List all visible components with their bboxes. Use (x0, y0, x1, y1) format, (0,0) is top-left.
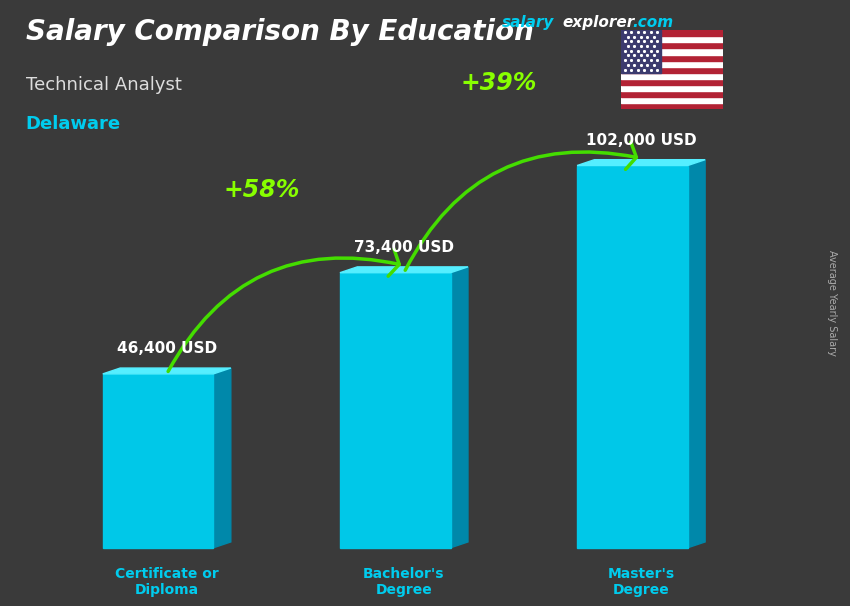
Bar (620, 67, 722, 73)
Polygon shape (577, 160, 706, 165)
Bar (620, 30, 722, 36)
Bar (620, 55, 722, 61)
Text: Delaware: Delaware (26, 115, 121, 133)
Text: +39%: +39% (461, 71, 537, 95)
Text: Bachelor's
Degree: Bachelor's Degree (363, 567, 445, 598)
Polygon shape (213, 368, 231, 548)
Text: salary: salary (502, 15, 554, 30)
Bar (620, 48, 722, 55)
Polygon shape (688, 160, 706, 548)
Text: explorer: explorer (563, 15, 635, 30)
Bar (620, 103, 722, 109)
Text: Master's
Degree: Master's Degree (608, 567, 675, 598)
Polygon shape (340, 267, 468, 273)
Bar (620, 36, 722, 42)
Polygon shape (450, 267, 468, 548)
Bar (620, 30, 661, 73)
Text: Salary Comparison By Education: Salary Comparison By Education (26, 18, 534, 46)
Bar (577, 165, 688, 548)
Bar (620, 85, 722, 91)
Text: 73,400 USD: 73,400 USD (354, 240, 454, 255)
Bar (620, 91, 722, 97)
Text: 46,400 USD: 46,400 USD (116, 341, 217, 356)
Text: Average Yearly Salary: Average Yearly Salary (827, 250, 837, 356)
Text: .com: .com (632, 15, 673, 30)
Bar (620, 42, 722, 48)
Text: 102,000 USD: 102,000 USD (586, 133, 696, 147)
Text: +58%: +58% (224, 178, 300, 202)
Text: Technical Analyst: Technical Analyst (26, 76, 181, 94)
Bar (620, 61, 722, 67)
Bar (620, 79, 722, 85)
Bar (620, 97, 722, 103)
Bar (620, 73, 722, 79)
Bar (103, 374, 213, 548)
Text: Certificate or
Diploma: Certificate or Diploma (115, 567, 218, 598)
Polygon shape (103, 368, 231, 374)
Bar (340, 273, 450, 548)
